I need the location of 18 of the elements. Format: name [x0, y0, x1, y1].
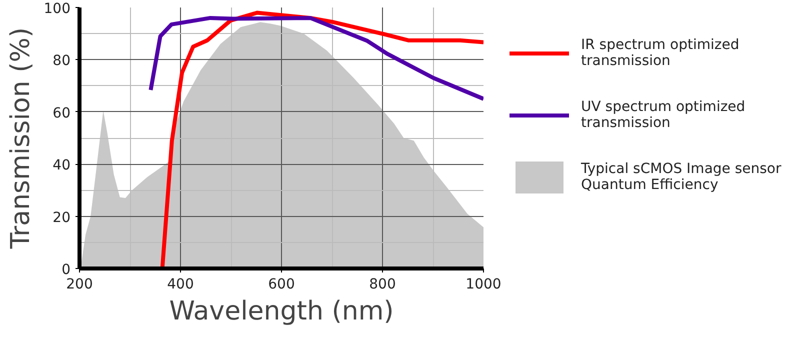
y-tick-label: 0 [62, 262, 71, 278]
legend-label: IR spectrum optimized transmission [581, 37, 740, 69]
legend-label: UV spectrum optimized transmission [581, 99, 746, 131]
y-axis-title: Transmission (%) [6, 27, 36, 250]
y-tick-label: 60 [52, 105, 71, 122]
y-tick-label: 40 [52, 158, 71, 174]
x-axis-title: Wavelength (nm) [169, 296, 394, 326]
y-tick-label: 100 [44, 1, 71, 17]
x-tick-label: 800 [369, 276, 396, 292]
x-tick-label: 600 [268, 276, 295, 292]
y-tick-label: 80 [52, 53, 71, 70]
x-tick-label: 200 [66, 276, 93, 292]
line-series [160, 10, 484, 268]
x-tick-label: 1000 [466, 276, 502, 292]
legend-label: Typical sCMOS Image sensor Quantum Efficiency [581, 161, 782, 193]
y-tick-label: 20 [52, 210, 71, 226]
x-tick-label: 400 [167, 276, 194, 292]
line-series [148, 16, 484, 101]
